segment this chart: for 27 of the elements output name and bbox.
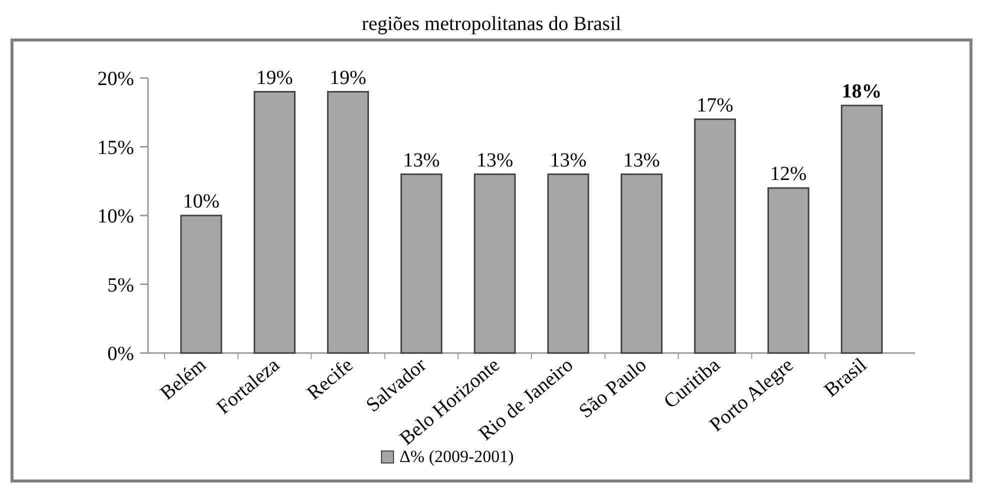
- bar: [694, 118, 736, 354]
- data-label: 18%: [842, 80, 882, 102]
- bar: [254, 91, 296, 354]
- bar: [547, 174, 590, 354]
- data-label: 13%: [476, 149, 514, 172]
- bar: [840, 104, 883, 354]
- bar: [180, 214, 222, 354]
- bar: [767, 187, 810, 354]
- data-label: 17%: [696, 94, 734, 116]
- data-label: 13%: [550, 149, 587, 172]
- bar: [620, 174, 663, 354]
- y-tick-label: 5%: [107, 274, 134, 296]
- data-label: 10%: [182, 190, 220, 212]
- y-tick-label: 20%: [97, 68, 134, 90]
- data-label: 19%: [256, 66, 293, 89]
- y-tick-label: 0%: [107, 343, 134, 365]
- data-label: 19%: [330, 66, 366, 89]
- data-label: 13%: [623, 149, 660, 172]
- data-label: 12%: [770, 163, 807, 185]
- legend-label: Δ% (2009-2001): [400, 447, 514, 466]
- y-tick-label: 10%: [97, 206, 134, 228]
- chart-title: regiões metropolitanas do Brasil: [362, 13, 622, 35]
- bar: [474, 174, 516, 354]
- bar: [400, 174, 442, 354]
- bar: [327, 91, 369, 354]
- data-label: 13%: [403, 149, 440, 172]
- y-tick-label: 15%: [97, 136, 134, 159]
